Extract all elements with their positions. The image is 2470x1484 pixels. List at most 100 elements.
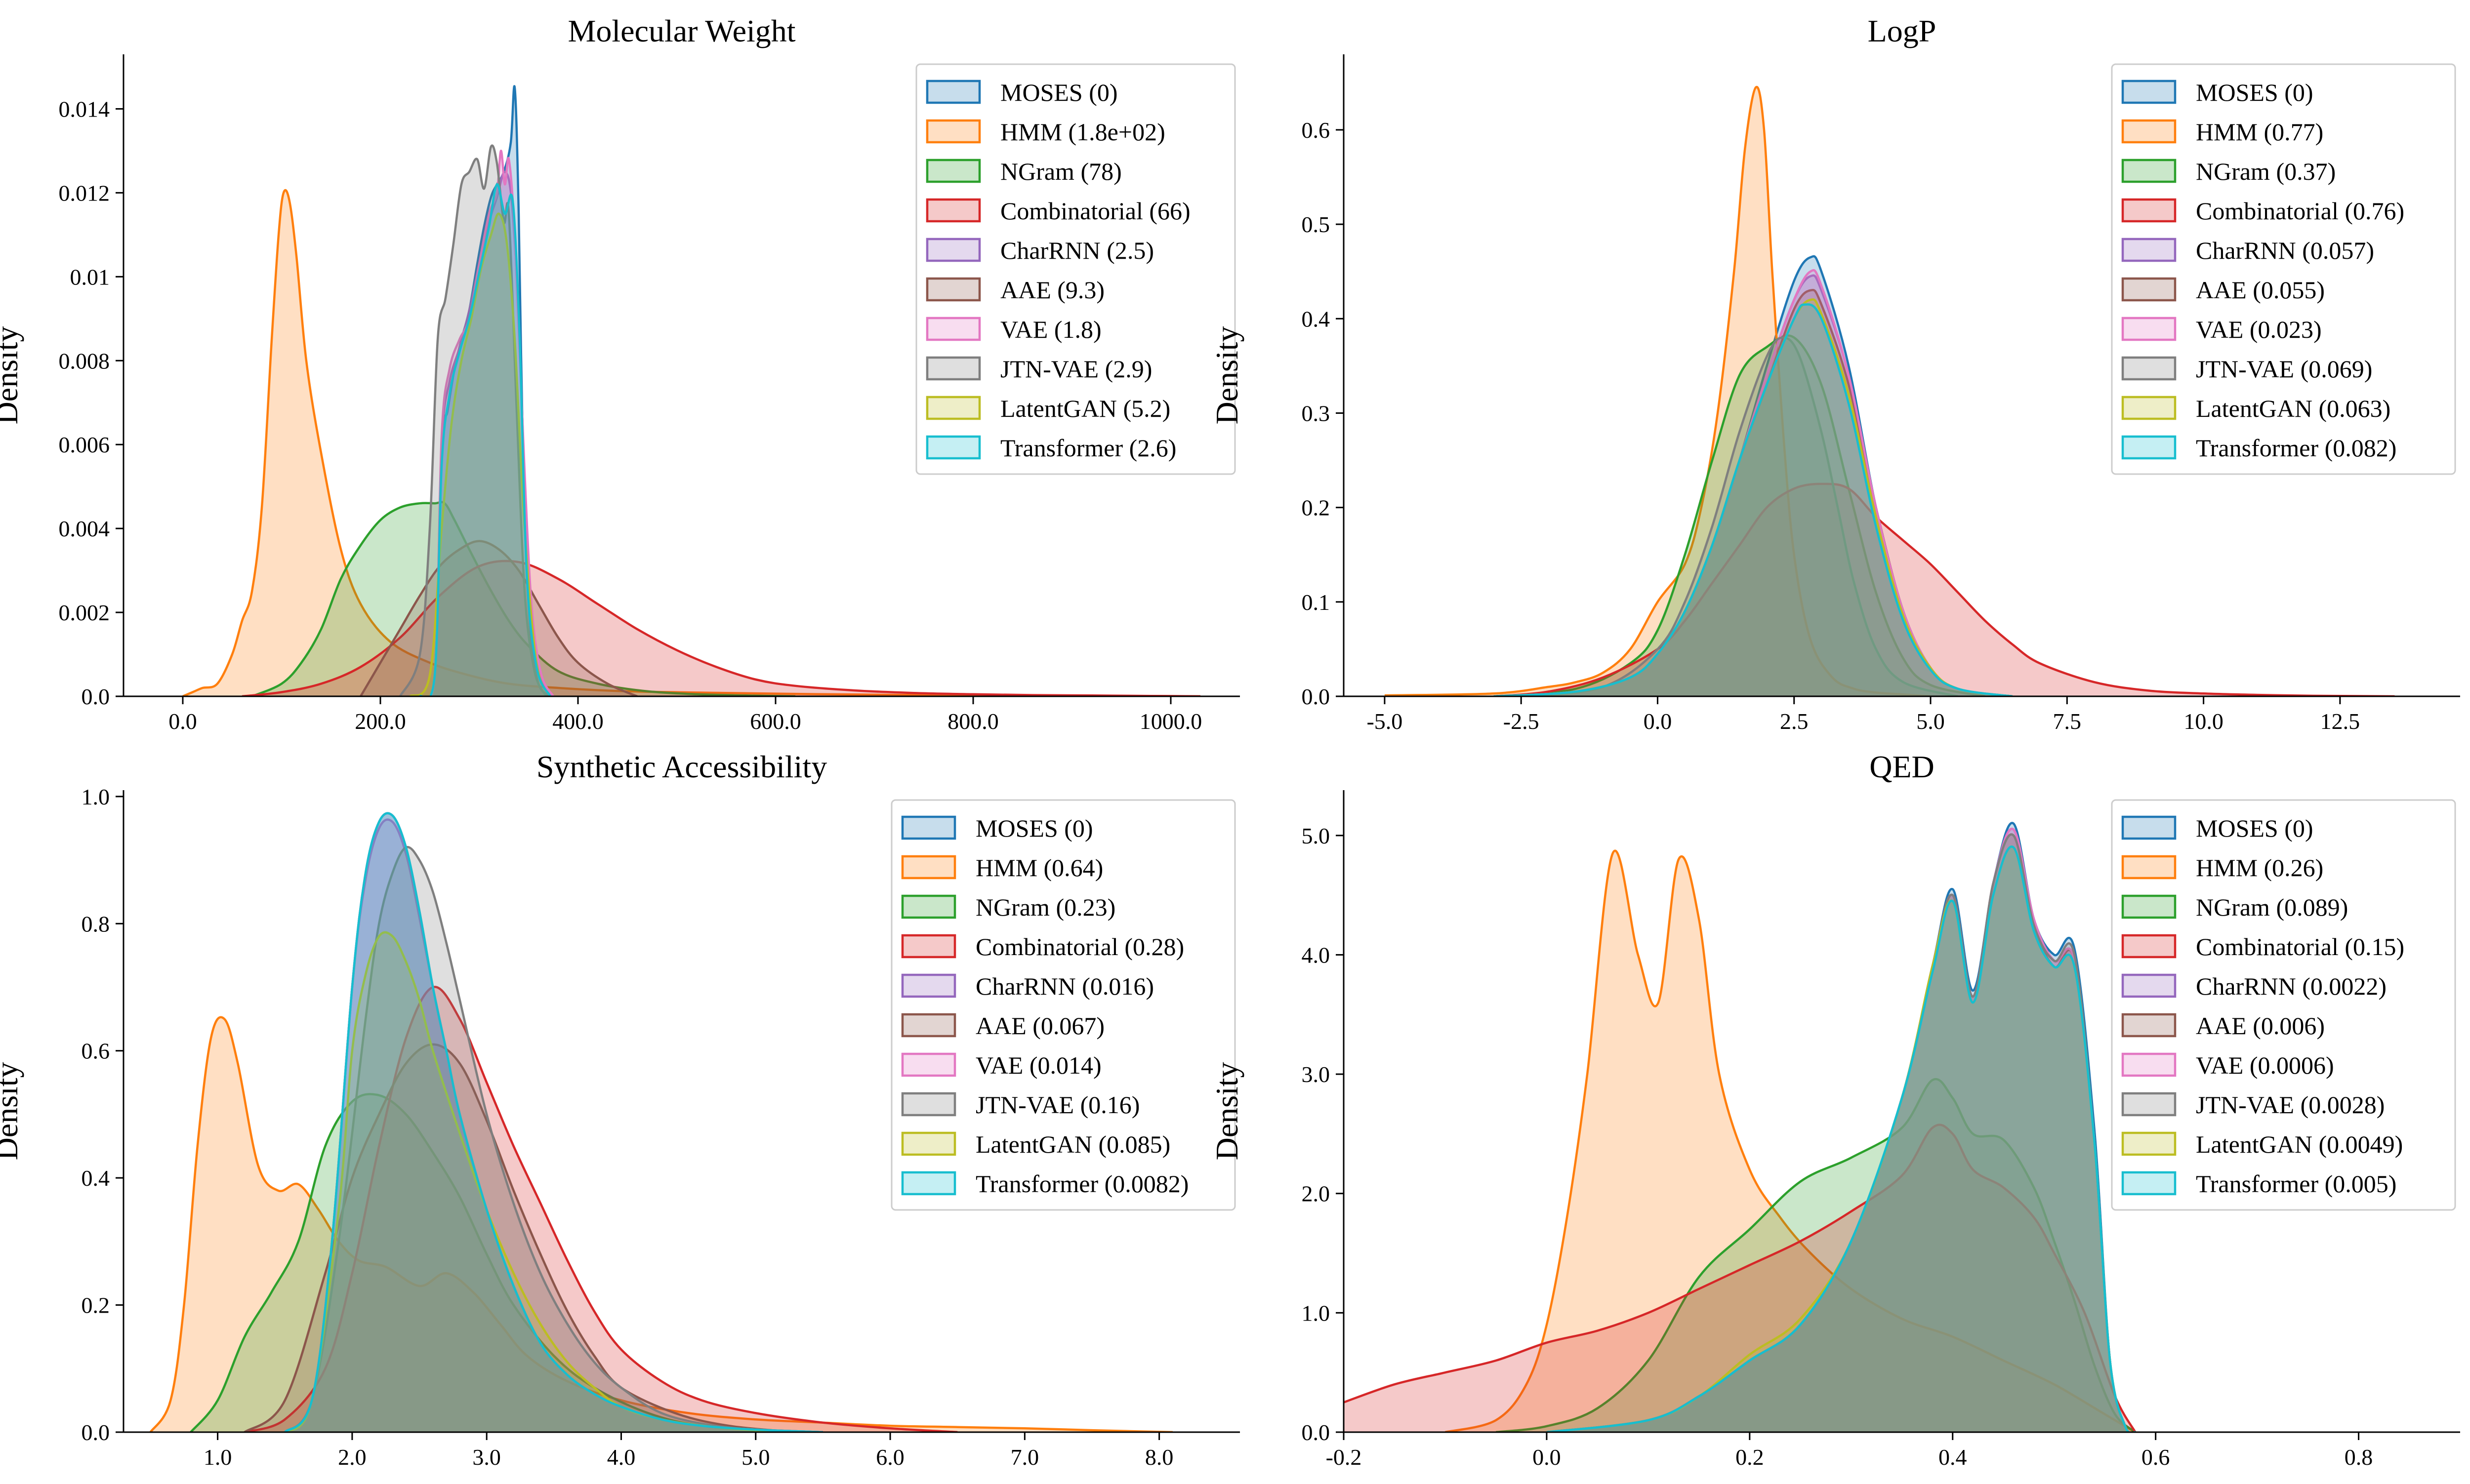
y-tick-label: 0.2: [1302, 495, 1330, 521]
legend-swatch: [901, 894, 956, 919]
plot-area: [182, 85, 1201, 696]
legend-entry: LatentGAN (5.2): [1000, 395, 1170, 422]
legend-entry: Transformer (0.082): [2196, 434, 2396, 462]
y-tick-label: 0.6: [82, 1039, 110, 1064]
line-2: [251, 501, 796, 696]
line-1: [1444, 849, 2136, 1432]
x-tick-label: 0.6: [2141, 1444, 2170, 1470]
x-tick-label: 7.0: [1011, 1444, 1039, 1470]
legend: MOSES (0) HMM (0.26) NGram (0.089) Combinat…: [2111, 799, 2456, 1211]
x-tick-label: 1000.0: [1140, 709, 1202, 734]
panel-3: 1.0 2.0 3.0 4.0 5.0 6.0 7.0 8.0 0.0 0.2 0.4 0.6 0.8 1…: [0, 749, 1240, 1470]
legend-swatch: [901, 1131, 956, 1156]
x-tick-label: 5.0: [1916, 709, 1945, 734]
y-tick-label: 0.2: [82, 1293, 110, 1318]
legend-swatch: [926, 277, 981, 302]
x-tick-label: 4.0: [607, 1444, 636, 1470]
chart-title: QED: [1869, 749, 1935, 784]
legend-swatch: [926, 119, 981, 144]
legend-entry: CharRNN (2.5): [1000, 237, 1154, 264]
legend-swatch: [2121, 1131, 2177, 1156]
legend-entry: AAE (0.006): [2196, 1012, 2325, 1040]
area-9: [285, 813, 823, 1432]
area-3: [245, 987, 958, 1432]
area-5: [1493, 290, 2013, 696]
x-tick-label: 600.0: [750, 709, 801, 734]
line-5: [244, 1043, 796, 1432]
legend-swatch: [926, 80, 981, 104]
area-2: [1493, 335, 1985, 696]
x-tick-label: 3.0: [472, 1444, 501, 1470]
legend-swatch: [2121, 356, 2177, 381]
area-0: [285, 813, 823, 1432]
legend-entry: NGram (78): [1000, 158, 1122, 185]
line-3: [1344, 1123, 2137, 1432]
legend-swatch: [926, 159, 981, 183]
legend-entry: VAE (1.8): [1000, 316, 1102, 343]
y-tick-label: 0.012: [59, 180, 110, 205]
x-tick-label: 0.8: [2345, 1444, 2373, 1470]
area-3: [1493, 483, 2395, 696]
legend-swatch: [2121, 317, 2177, 341]
line-9: [1493, 303, 2013, 696]
legend-swatch: [2121, 1092, 2177, 1117]
line-7: [399, 144, 548, 696]
legend-swatch: [901, 855, 956, 880]
y-tick-label: 0.0: [1302, 684, 1330, 709]
x-tick-label: 0.4: [1938, 1444, 1967, 1470]
area-1: [150, 1017, 1173, 1432]
area-8: [1493, 299, 2013, 696]
legend-frame: [2111, 63, 2456, 475]
y-tick-label: 1.0: [1302, 1300, 1330, 1325]
area-3: [242, 561, 1200, 696]
legend-entry: NGram (0.23): [976, 893, 1115, 921]
chart-title: Synthetic Accessibility: [536, 749, 827, 784]
line-1: [182, 189, 1201, 696]
legend-swatch: [926, 435, 981, 460]
y-tick-label: 0.0: [82, 1420, 110, 1445]
x-tick-label: 1.0: [204, 1444, 232, 1470]
legend-entry: CharRNN (0.016): [976, 972, 1154, 1000]
y-tick-label: 0.0: [82, 684, 110, 709]
legend-entry: Transformer (2.6): [1000, 434, 1176, 462]
line-2: [1495, 1078, 2136, 1432]
legend-swatch: [2121, 1171, 2177, 1196]
x-tick-label: 5.0: [741, 1444, 770, 1470]
area-3: [1344, 1124, 2136, 1432]
area-4: [1546, 829, 2136, 1432]
legend: MOSES (0) HMM (0.64) NGram (0.23) Combinato…: [891, 799, 1236, 1211]
line-2: [1493, 334, 1985, 696]
x-tick-label: 7.5: [2053, 709, 2082, 734]
legend-swatch: [901, 1092, 956, 1117]
x-tick-label: 12.5: [2320, 709, 2360, 734]
line-9: [284, 812, 823, 1432]
x-tick-label: 0.0: [168, 709, 197, 734]
legend-entry: Combinatorial (0.15): [2196, 933, 2404, 961]
legend-entry: LatentGAN (0.085): [976, 1130, 1170, 1158]
y-tick-label: 0.014: [59, 96, 110, 121]
area-0: [1493, 256, 2013, 696]
y-tick-label: 1.0: [82, 784, 110, 809]
line-9: [1546, 845, 2136, 1432]
legend: MOSES (0) HMM (1.8e+02) NGram (78) Combinat…: [915, 63, 1236, 475]
legend-entry: Combinatorial (0.76): [2196, 197, 2404, 225]
area-6: [285, 813, 823, 1432]
x-tick-label: 6.0: [876, 1444, 905, 1470]
area-8: [285, 932, 783, 1432]
legend-swatch: [2121, 198, 2177, 223]
legend-entry: MOSES (0): [976, 814, 1093, 842]
legend-frame: [891, 799, 1236, 1211]
y-tick-label: 0.6: [1302, 118, 1330, 143]
panel-4: -0.2 0.0 0.2 0.4 0.6 0.80.01.02.03.04.05.0QED…: [1209, 749, 2460, 1470]
y-tick-label: 0.3: [1302, 401, 1330, 426]
area-0: [420, 86, 550, 696]
legend-frame: [2111, 799, 2456, 1211]
area-0: [1546, 823, 2136, 1432]
legend-entry: MOSES (0): [2196, 79, 2313, 106]
y-tick-label: 2.0: [1302, 1181, 1330, 1206]
legend-entry: Combinatorial (0.28): [976, 933, 1184, 961]
legend-entry: LatentGAN (0.0049): [2196, 1130, 2403, 1158]
legend-swatch: [926, 356, 981, 381]
legend-entry: Transformer (0.0082): [976, 1170, 1189, 1198]
